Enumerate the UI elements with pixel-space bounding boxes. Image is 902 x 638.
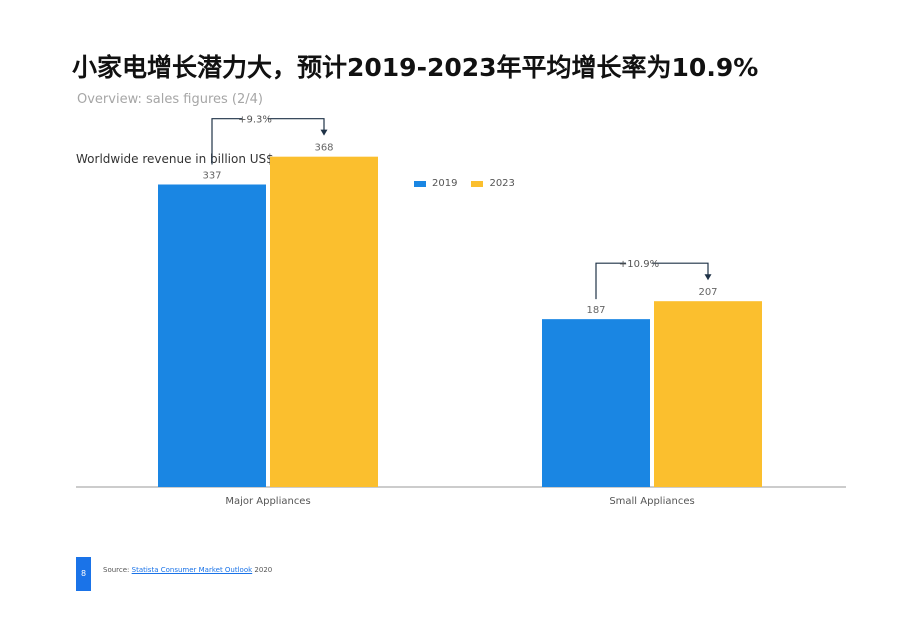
source-prefix: Source: bbox=[103, 566, 130, 574]
bar-major-2019 bbox=[158, 184, 266, 487]
bar-major-2023 bbox=[270, 156, 378, 487]
growth-arrowhead-major bbox=[320, 129, 328, 136]
source-note: Source: Statista Consumer Market Outlook… bbox=[103, 566, 272, 574]
bar-small-2019 bbox=[542, 319, 650, 487]
growth-bracket-small bbox=[595, 262, 709, 300]
source-year: 2020 bbox=[254, 566, 273, 574]
chart-title: Worldwide revenue in billion US$ bbox=[76, 152, 274, 166]
source-badge: 8 bbox=[76, 557, 91, 591]
growth-label-small: +10.9% bbox=[619, 259, 659, 270]
data-label-small-2023: 207 bbox=[698, 287, 717, 298]
legend-item-2023: 2023 bbox=[471, 178, 515, 189]
growth-label-major: +9.3% bbox=[238, 115, 272, 126]
legend-swatch-2023 bbox=[471, 180, 484, 187]
source-link[interactable]: Statista Consumer Market Outlook bbox=[131, 566, 253, 574]
page-title: 小家电增长潜力大，预计2019-2023年平均增长率为10.9% bbox=[72, 53, 759, 82]
growth-arrowhead-small bbox=[704, 274, 712, 281]
data-label-major-2019: 337 bbox=[202, 171, 221, 182]
legend-label-2019: 2019 bbox=[432, 178, 458, 189]
data-label-small-2019: 187 bbox=[586, 305, 605, 316]
legend-swatch-2019 bbox=[414, 180, 426, 187]
category-label-small: Small Appliances bbox=[609, 496, 694, 507]
growth-bracket-major bbox=[211, 118, 325, 165]
legend-item-2019: 2019 bbox=[414, 178, 457, 189]
chart-legend: 2019 2023 bbox=[414, 178, 515, 189]
legend-label-2023: 2023 bbox=[489, 178, 515, 189]
bar-small-2023 bbox=[654, 301, 762, 487]
data-label-major-2023: 368 bbox=[314, 143, 333, 154]
category-label-major: Major Appliances bbox=[225, 496, 310, 507]
page-subtitle: Overview: sales figures (2/4) bbox=[77, 92, 263, 107]
